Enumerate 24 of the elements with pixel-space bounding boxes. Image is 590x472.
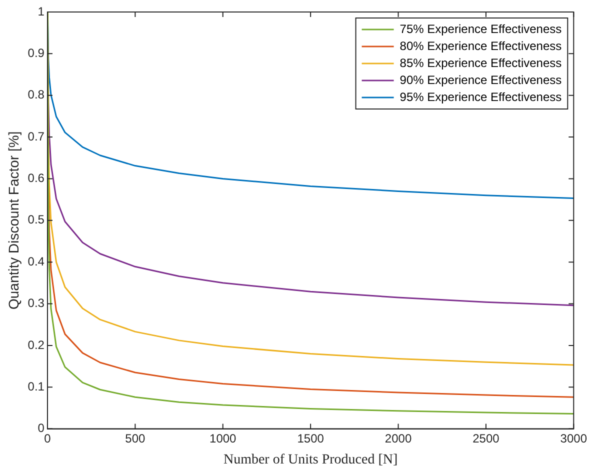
y-tick-label: 0.1 (28, 379, 45, 394)
x-tick-label: 2000 (384, 431, 412, 446)
y-tick-label: 0.5 (28, 212, 45, 227)
x-tick-label: 2500 (472, 431, 500, 446)
legend-label: 75% Experience Effectiveness (400, 22, 562, 36)
legend-label: 90% Experience Effectiveness (400, 72, 562, 87)
y-tick-label: 0.8 (28, 88, 45, 102)
x-tick-label: 3000 (560, 431, 588, 446)
y-tick-label: 0.7 (28, 129, 45, 144)
y-tick-label: 0 (38, 421, 45, 436)
x-tick-label: 500 (125, 431, 146, 446)
x-tick-label: 1500 (297, 431, 324, 446)
y-tick-label: 0.3 (28, 296, 45, 310)
legend-label: 85% Experience Effectiveness (400, 56, 562, 70)
y-axis-title: Quantity Discount Factor [%] (5, 131, 22, 310)
x-tick-label: 1000 (210, 431, 237, 446)
y-tick-label: 0.6 (28, 171, 45, 186)
y-tick-label: 1 (38, 4, 45, 18)
legend-label: 95% Experience Effectiveness (400, 90, 562, 104)
x-axis-title: Number of Units Produced [N] (223, 452, 398, 468)
y-tick-label: 0.9 (28, 46, 45, 60)
y-tick-label: 0.2 (28, 338, 45, 352)
y-tick-label: 0.4 (28, 254, 45, 268)
legend-label: 80% Experience Effectiveness (400, 38, 562, 53)
